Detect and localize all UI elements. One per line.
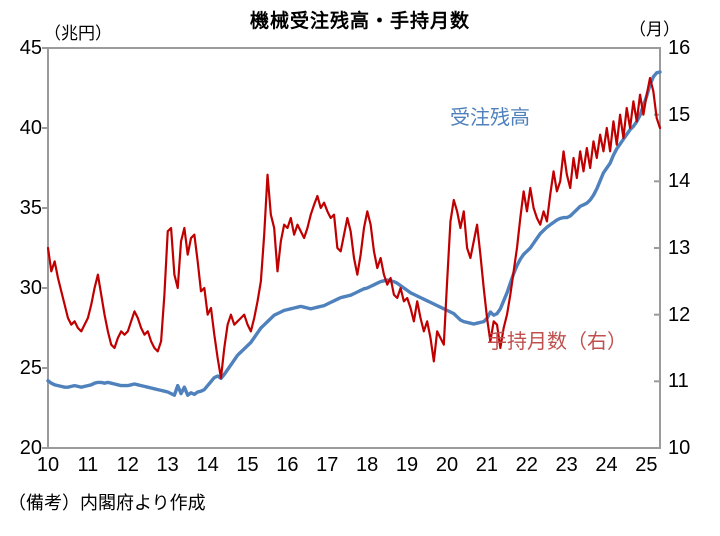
- legend-months-on-hand: 手持月数（右）: [487, 331, 627, 353]
- x-axis-tick-label: 25: [635, 454, 658, 476]
- x-axis-tick-label: 11: [77, 454, 99, 476]
- right-axis-tick-label: 11: [668, 370, 689, 393]
- left-axis-tick-label: 25: [19, 357, 42, 379]
- x-axis-tick-label: 17: [316, 454, 339, 476]
- legend-order-backlog: 受注残高: [450, 107, 530, 129]
- x-axis-tick-label: 20: [435, 454, 459, 476]
- left-axis-tick-label: 20: [19, 437, 42, 459]
- left-axis-tick-label: 35: [19, 197, 42, 219]
- x-axis-tick-label: 23: [555, 454, 578, 476]
- left-axis-tick-label: 30: [19, 277, 42, 299]
- x-axis-tick-label: 16: [276, 454, 299, 476]
- chart-title: 機械受注残高・手持月数: [249, 11, 470, 32]
- left-axis-tick-label: 45: [19, 37, 42, 59]
- right-axis-tick-label: 14: [668, 170, 691, 193]
- x-axis-tick-label: 15: [236, 454, 259, 476]
- x-axis-tick-label: 14: [196, 454, 219, 476]
- x-axis-tick-label: 18: [356, 454, 379, 476]
- right-axis-tick-label: 10: [668, 437, 691, 459]
- right-axis-tick-label: 15: [668, 103, 691, 126]
- right-axis-unit-label: （月）: [629, 20, 680, 39]
- months-on-hand-line: [46, 76, 662, 380]
- left-axis-unit-label: （兆円）: [44, 24, 112, 43]
- x-axis-tick-label: 22: [515, 454, 538, 476]
- plot-border: [47, 47, 661, 449]
- right-axis-tick-label: 12: [668, 303, 691, 326]
- x-axis-tick-label: 24: [595, 454, 618, 476]
- x-axis-tick-label: 19: [395, 454, 419, 476]
- left-axis-tick-label: 40: [19, 117, 42, 139]
- source-note: （備考）内閣府より作成: [8, 493, 206, 513]
- right-axis-tick-label: 13: [668, 237, 691, 259]
- x-axis-tick-label: 21: [475, 454, 498, 476]
- x-axis-tick-label: 12: [116, 454, 139, 476]
- right-axis-tick-label: 16: [668, 37, 691, 59]
- x-axis-tick-label: 13: [156, 454, 179, 476]
- x-axis-tick-label: 10: [36, 454, 60, 476]
- order-backlog-line: [46, 70, 662, 397]
